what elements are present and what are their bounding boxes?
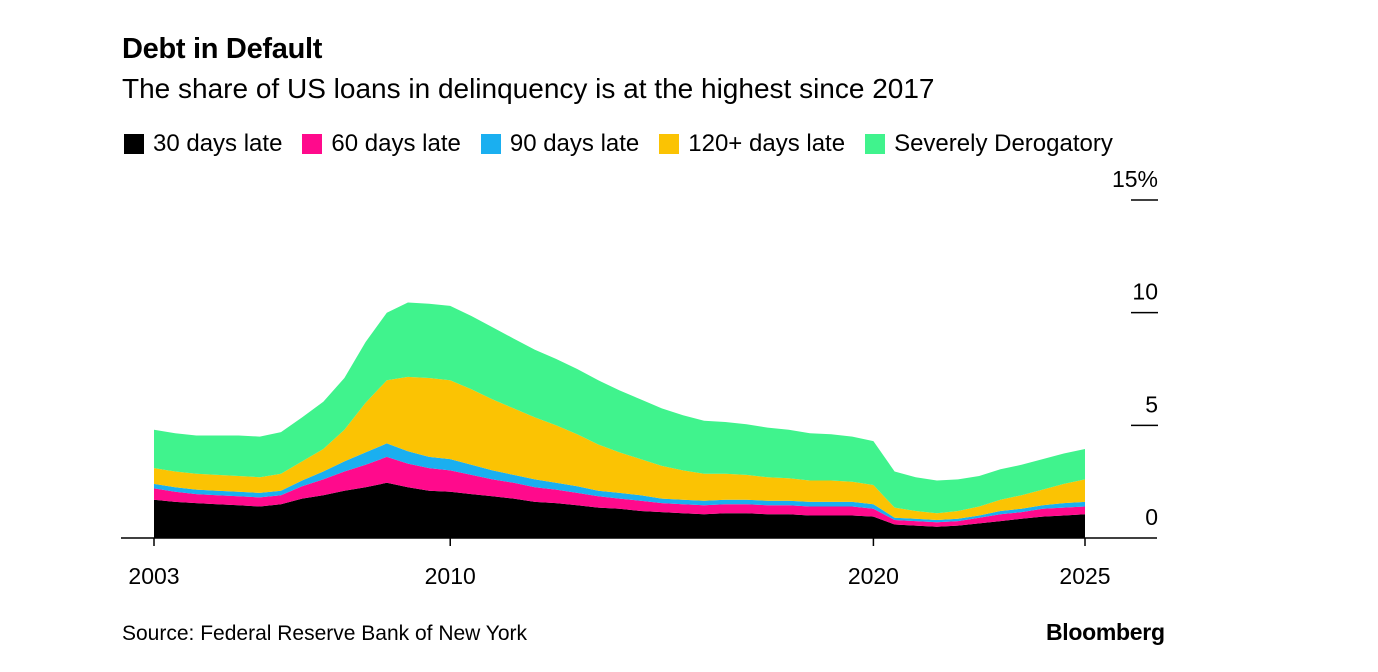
legend-swatch-90-days [480,134,501,154]
area-series-4 [154,302,1085,514]
area-series-3 [154,376,1085,520]
y-tick-label-10: 10 [1132,279,1158,305]
chart-legend: 30 days late 60 days late 90 days late 1… [124,130,1133,158]
legend-swatch-120-days [659,134,680,154]
legend-label-severely-derogatory: Severely Derogatory [894,130,1113,157]
legend-swatch-severely-derogatory [865,134,886,154]
x-tick-label-2010: 2010 [425,563,476,589]
chart-subtitle: The share of US loans in delinquency is … [122,73,935,104]
legend-label-90-days: 90 days late [509,130,640,157]
area-series-0 [154,482,1085,538]
legend-swatch-60-days [302,134,323,154]
legend-item-severely-derogatory: Severely Derogatory [865,130,1113,158]
x-tick-label-2025: 2025 [1059,563,1110,589]
area-series-2 [154,443,1085,523]
legend-label-30-days: 30 days late [153,130,283,157]
x-tick-label-2003: 2003 [128,563,179,589]
legend-item-120-days: 120+ days late [659,130,845,158]
y-tick-label-15: 15% [1112,166,1158,192]
legend-swatch-30-days [124,134,144,154]
legend-label-120-days: 120+ days late [688,130,846,157]
x-tick-label-2020: 2020 [848,563,899,589]
legend-label-60-days: 60 days late [331,130,461,157]
bloomberg-logo: Bloomberg [1046,619,1165,645]
legend-item-90-days: 90 days late [480,130,640,158]
y-tick-label-0: 0 [1145,504,1158,530]
legend-item-60-days: 60 days late [302,130,461,158]
y-tick-label-5: 5 [1145,391,1158,417]
source-note: Source: Federal Reserve Bank of New York [122,622,528,645]
chart-title: Debt in Default [122,33,323,65]
area-series-1 [154,456,1085,527]
legend-item-30-days: 30 days late [124,130,282,158]
